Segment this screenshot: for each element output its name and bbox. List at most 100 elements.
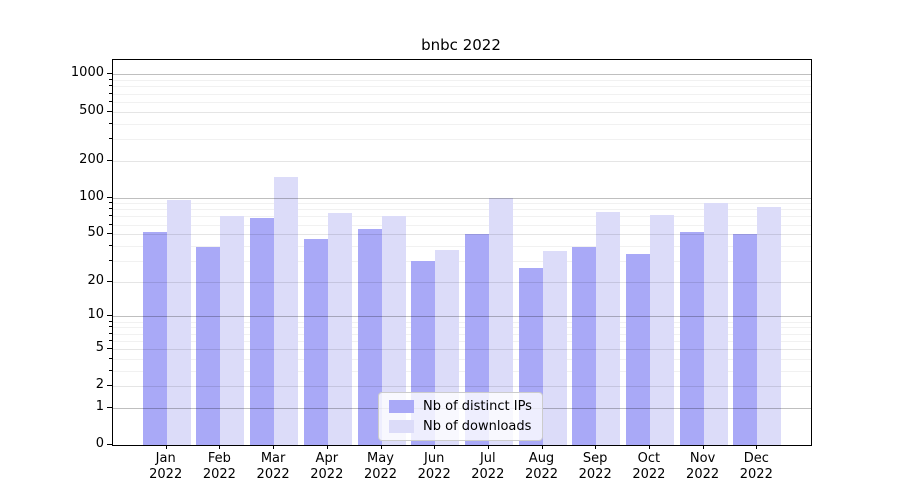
year-label: 2022 (310, 466, 344, 482)
y-minor-tick-mark (109, 339, 112, 341)
minor-gridline (113, 333, 811, 335)
x-tick-mark-sep (595, 444, 597, 449)
x-tick-mark-nov (702, 444, 704, 449)
legend-swatch-distinct-ips (389, 400, 414, 413)
y-minor-tick-mark (109, 223, 112, 225)
bar-sep-distinct-ips (572, 247, 597, 445)
minor-gridline (113, 209, 811, 211)
y-minor-tick-mark (109, 100, 112, 102)
y-tick-label-10: 10 (87, 307, 104, 323)
month-label: Dec (743, 451, 769, 466)
x-tick-label-nov: Nov 2022 (671, 451, 735, 482)
x-tick-label-mar: Mar 2022 (241, 451, 305, 482)
legend-swatch-downloads (389, 420, 414, 433)
x-tick-label-sep: Sep 2022 (563, 451, 627, 482)
minor-gridline (113, 321, 811, 323)
y-tick-mark-2 (107, 385, 112, 387)
y-tick-mark-0 (107, 444, 112, 445)
minor-gridline (113, 86, 811, 88)
y-minor-tick-mark (109, 202, 112, 204)
bar-dec-downloads (757, 207, 782, 445)
year-label: 2022 (149, 466, 183, 482)
plot-area: Nb of distinct IPs Nb of downloads (112, 59, 812, 446)
year-label: 2022 (632, 466, 666, 482)
bar-mar-distinct-ips (250, 217, 275, 445)
y-tick-label-500: 500 (79, 102, 104, 118)
minor-gridline (113, 101, 811, 103)
legend-label: Nb of distinct IPs (423, 399, 532, 414)
y-gridline-10 (113, 316, 811, 318)
bar-aug-downloads (542, 251, 567, 445)
legend: Nb of distinct IPs Nb of downloads (378, 392, 543, 441)
x-tick-mark-feb (219, 444, 221, 449)
y-tick-label-0: 0 (95, 436, 104, 451)
y-minor-tick-mark (109, 215, 112, 217)
y-tick-mark-1000 (107, 73, 112, 75)
bar-nov-distinct-ips (679, 232, 704, 445)
x-tick-label-dec: Dec 2022 (724, 451, 788, 482)
y-minor-tick-mark (109, 320, 112, 322)
y-tick-label-50: 50 (87, 225, 104, 241)
y-minor-tick-mark (109, 122, 112, 124)
bar-feb-downloads (220, 216, 245, 445)
x-tick-label-jul: Jul 2022 (456, 451, 520, 482)
minor-gridline (113, 123, 811, 125)
y-tick-mark-200 (107, 159, 112, 161)
y-minor-tick-mark (109, 244, 112, 246)
legend-entry-downloads: Nb of downloads (389, 419, 532, 434)
year-label: 2022 (202, 466, 236, 482)
year-label: 2022 (578, 466, 612, 482)
y-tick-mark-5 (107, 347, 112, 349)
y-tick-label-1000: 1000 (70, 65, 104, 81)
y-gridline-2 (113, 386, 811, 388)
minor-gridline (113, 260, 811, 262)
y-gridline-100 (113, 197, 811, 199)
y-tick-label-1: 1 (95, 398, 104, 414)
legend-entry-distinct-ips: Nb of distinct IPs (389, 399, 532, 414)
y-minor-tick-mark (109, 137, 112, 139)
minor-gridline (113, 138, 811, 140)
minor-gridline (113, 370, 811, 372)
year-label: 2022 (363, 466, 398, 482)
minor-gridline (113, 80, 811, 82)
month-label: Mar (260, 451, 286, 466)
y-minor-tick-mark (109, 259, 112, 261)
x-tick-mark-dec (756, 444, 758, 449)
y-tick-mark-500 (107, 110, 112, 112)
year-label: 2022 (524, 466, 559, 482)
x-tick-mark-mar (273, 444, 275, 449)
y-tick-mark-10 (107, 315, 112, 317)
y-minor-tick-mark (109, 326, 112, 328)
y-minor-tick-mark (109, 92, 112, 94)
y-tick-label-100: 100 (79, 188, 104, 204)
chart-title: bnbc 2022 (421, 36, 501, 54)
minor-gridline (113, 340, 811, 342)
minor-gridline (113, 203, 811, 205)
y-tick-mark-20 (107, 280, 112, 282)
y-minor-tick-mark (109, 369, 112, 371)
y-minor-tick-mark (109, 208, 112, 210)
month-label: Aug (528, 451, 555, 466)
bar-jan-downloads (166, 200, 191, 445)
year-label: 2022 (739, 466, 773, 482)
month-label: Jul (479, 451, 496, 466)
x-tick-label-apr: Apr 2022 (295, 451, 359, 482)
month-label: Sep (582, 451, 608, 466)
x-tick-mark-may (380, 444, 382, 449)
y-tick-mark-50 (107, 233, 112, 235)
bar-nov-downloads (703, 203, 728, 445)
x-tick-label-may: May 2022 (349, 451, 413, 482)
y-gridline-500 (113, 111, 811, 113)
bar-oct-downloads (649, 214, 674, 445)
year-label: 2022 (256, 466, 290, 482)
minor-gridline (113, 224, 811, 226)
bar-may-distinct-ips (357, 229, 382, 445)
y-tick-label-5: 5 (95, 339, 104, 355)
year-label: 2022 (471, 466, 505, 482)
y-tick-mark-100 (107, 196, 112, 198)
month-label: May (367, 451, 394, 466)
year-label: 2022 (417, 466, 451, 482)
month-label: Oct (637, 451, 661, 466)
bar-dec-distinct-ips (733, 234, 758, 445)
